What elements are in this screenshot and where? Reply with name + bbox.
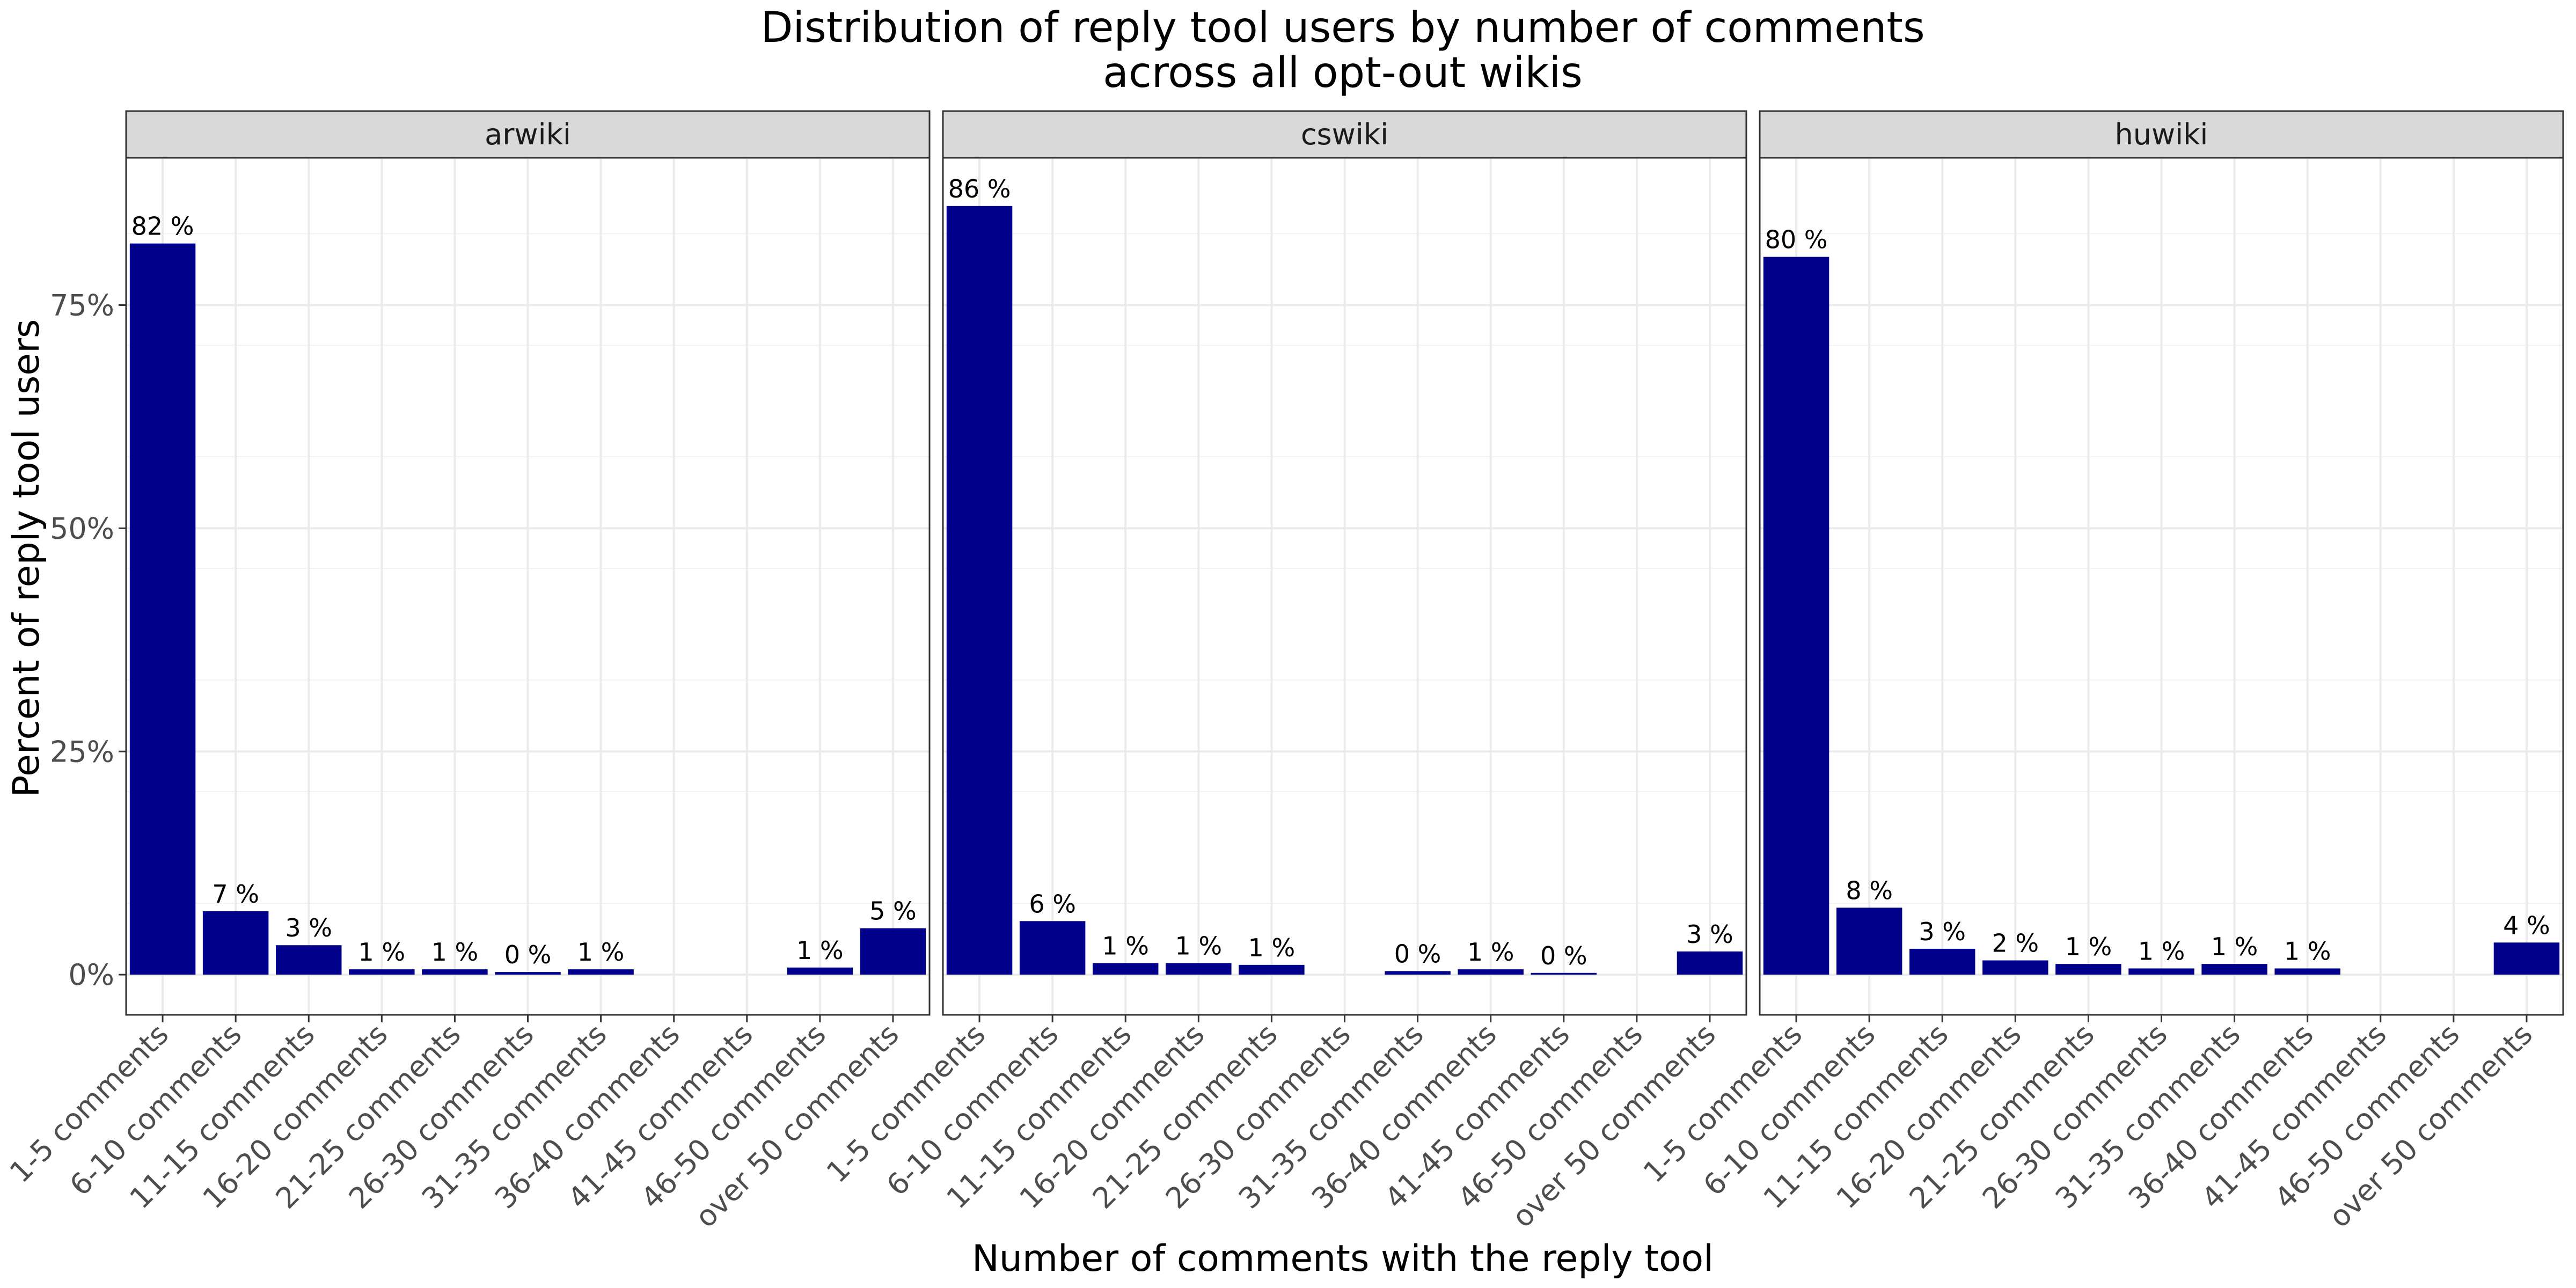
- bar-arwiki-5: [422, 969, 488, 975]
- bar-huwiki-5: [2055, 964, 2121, 975]
- bar-arwiki-6: [495, 972, 561, 975]
- facet-strip-label: arwiki: [485, 118, 571, 151]
- bar-cswiki-1: [946, 206, 1013, 975]
- data-label: 7 %: [212, 880, 259, 909]
- data-label: 1 %: [1467, 938, 1514, 967]
- bar-arwiki-1: [129, 243, 196, 975]
- bar-cswiki-4: [1166, 963, 1232, 975]
- y-tick-label: 75%: [50, 288, 114, 322]
- data-label: 1 %: [577, 938, 625, 967]
- data-label: 0 %: [1394, 939, 1441, 968]
- bar-arwiki-2: [202, 911, 269, 975]
- data-label: 1 %: [2284, 936, 2331, 965]
- y-tick-label: 0%: [68, 958, 114, 992]
- facet-strip: [1759, 110, 2564, 159]
- bar-huwiki-4: [1982, 960, 2048, 975]
- data-label: 86 %: [948, 174, 1011, 203]
- data-label: 0 %: [504, 940, 552, 969]
- bar-huwiki-1: [1763, 257, 1829, 975]
- data-label: 1 %: [2138, 936, 2185, 965]
- facet-strip: [125, 110, 931, 159]
- bar-arwiki-10: [787, 967, 853, 975]
- bar-cswiki-3: [1092, 963, 1159, 975]
- data-label: 5 %: [869, 897, 917, 926]
- bar-huwiki-3: [1909, 948, 1975, 975]
- bar-huwiki-8: [2274, 968, 2340, 975]
- bar-cswiki-8: [1458, 969, 1524, 975]
- data-label: 4 %: [2503, 911, 2550, 940]
- data-label: 1 %: [2065, 932, 2112, 961]
- y-tick-label: 50%: [50, 511, 114, 545]
- data-label: 8 %: [1846, 876, 1893, 905]
- data-label: 0 %: [1540, 941, 1587, 970]
- y-tick-label: 25%: [50, 735, 114, 769]
- facet-strip-label: cswiki: [1301, 118, 1388, 151]
- data-label: 1 %: [1102, 932, 1149, 961]
- bar-arwiki-11: [860, 928, 926, 975]
- bar-cswiki-9: [1531, 972, 1597, 975]
- bar-cswiki-7: [1385, 971, 1451, 975]
- facet-strip-label: huwiki: [2115, 118, 2208, 151]
- data-label: 82 %: [131, 212, 194, 241]
- data-label: 80 %: [1765, 225, 1828, 254]
- bar-huwiki-6: [2128, 968, 2194, 975]
- data-label: 3 %: [1919, 917, 1966, 946]
- data-label: 2 %: [1992, 929, 2039, 958]
- data-label: 3 %: [285, 913, 332, 942]
- chart-subtitle: across all opt-out wikis: [1103, 49, 1583, 97]
- bar-cswiki-11: [1677, 951, 1743, 975]
- bar-arwiki-3: [275, 945, 342, 975]
- data-label: 6 %: [1029, 889, 1076, 918]
- bar-arwiki-4: [349, 969, 415, 975]
- bar-cswiki-2: [1019, 921, 1086, 975]
- panels: 0% 25% 50% 75% 82 % 7 % 3 % 1 % 1 % 0 % 1 % 1 % 5 % a…: [3, 110, 2564, 1234]
- bar-huwiki-2: [1836, 908, 1902, 975]
- bar-huwiki-7: [2201, 964, 2267, 975]
- facet-strip: [942, 110, 1747, 159]
- data-label: 1 %: [358, 938, 406, 967]
- chart-title: Distribution of reply tool users by numb…: [760, 4, 1924, 52]
- data-label: 1 %: [2211, 932, 2258, 961]
- data-label: 1 %: [1248, 933, 1296, 962]
- x-axis-title: Number of comments with the reply tool: [972, 1238, 1714, 1280]
- bar-arwiki-7: [568, 969, 634, 975]
- data-label: 1 %: [1175, 932, 1223, 961]
- bar-huwiki-11: [2493, 942, 2560, 975]
- y-axis-title: Percent of reply tool users: [5, 319, 48, 797]
- data-label: 3 %: [1686, 920, 1733, 949]
- bar-cswiki-5: [1239, 964, 1305, 975]
- data-label: 1 %: [796, 936, 844, 965]
- data-label: 1 %: [431, 938, 479, 967]
